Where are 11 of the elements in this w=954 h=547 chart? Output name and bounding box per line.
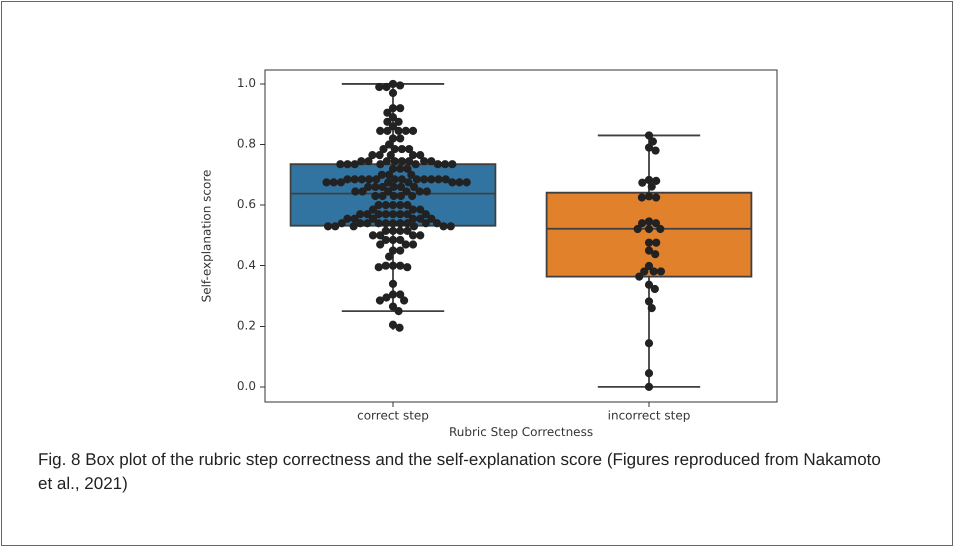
x-tick-label: incorrect step bbox=[608, 408, 690, 422]
y-tick-label: 0.2 bbox=[236, 318, 256, 332]
caption: Fig. 8 Box plot of the rubric step correctness and the self-explanation score (Figures reproduced from Nakamoto et al., 2021) bbox=[38, 449, 882, 495]
y-tick-label: 0.8 bbox=[236, 136, 256, 151]
x-axis-title: Rubric Step Correctness bbox=[448, 424, 594, 439]
y-tick-label: 0.0 bbox=[236, 378, 256, 393]
y-tick-label: 0.6 bbox=[236, 197, 256, 212]
x-tick-label: correct step bbox=[357, 408, 429, 422]
y-axis-title: Self-explanation score bbox=[199, 170, 214, 302]
y-tick-label: 0.4 bbox=[236, 258, 256, 272]
y-tick-label: 1.0 bbox=[236, 76, 256, 90]
